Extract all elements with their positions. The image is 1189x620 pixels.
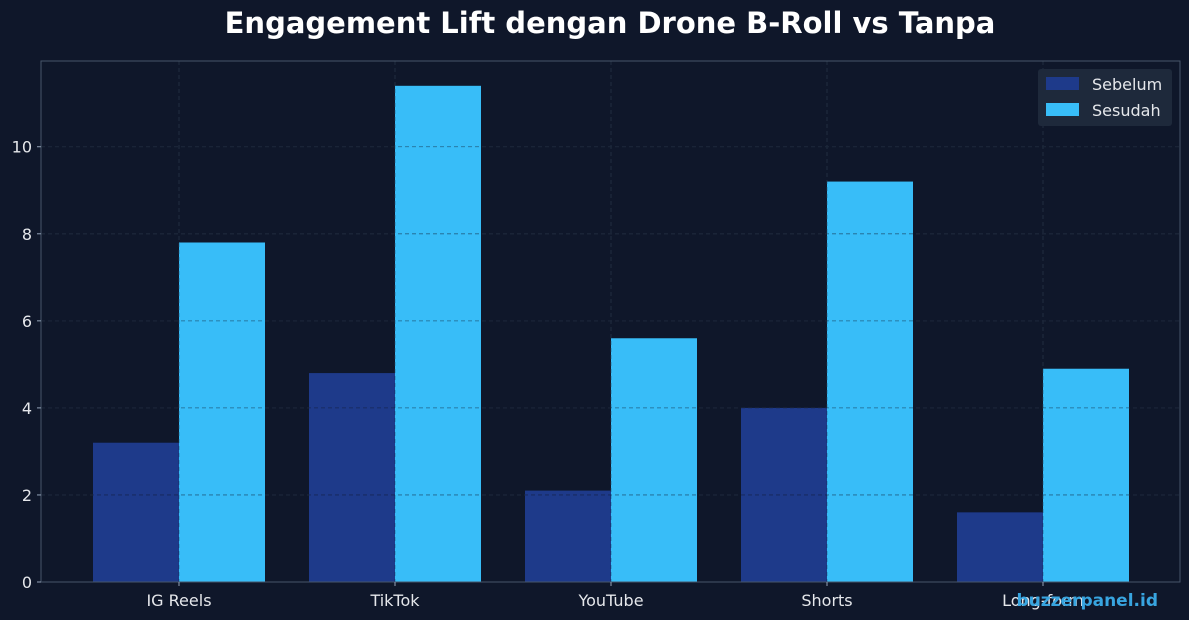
watermark: buzzerpanel.id: [1016, 591, 1158, 611]
bar-sesudah-shorts: [827, 181, 913, 582]
bar-sesudah-ig-reels: [179, 242, 265, 582]
x-axis: IG Reels TikTok YouTube Shorts Long-form: [146, 582, 1084, 610]
y-tick-label: 4: [22, 399, 32, 418]
legend-label-sesudah: Sesudah: [1092, 101, 1161, 120]
y-tick-label: 2: [22, 486, 32, 505]
bar-sebelum-tiktok: [309, 373, 395, 582]
x-tick-label: TikTok: [369, 591, 420, 610]
x-tick-label: IG Reels: [146, 591, 211, 610]
x-tick-label: YouTube: [577, 591, 643, 610]
legend-swatch-sebelum: [1046, 77, 1079, 90]
bar-sesudah-tiktok: [395, 85, 481, 583]
x-tick-label: Shorts: [801, 591, 852, 610]
grid-overlay: [41, 61, 1180, 582]
bar-sebelum-long-form: [957, 512, 1043, 582]
y-tick-label: 8: [22, 225, 32, 244]
bar-sesudah-youtube: [611, 338, 697, 582]
bar-sesudah-long-form: [1043, 368, 1129, 582]
y-tick-label: 0: [22, 573, 32, 592]
y-axis: 0 2 4 6 8 10: [12, 138, 41, 592]
bar-sebelum-ig-reels: [93, 442, 179, 582]
legend: Sebelum Sesudah: [1038, 69, 1172, 126]
bar-sebelum-youtube: [525, 490, 611, 582]
legend-swatch-sesudah: [1046, 103, 1079, 116]
y-tick-label: 10: [12, 138, 32, 157]
y-tick-label: 6: [22, 312, 32, 331]
legend-label-sebelum: Sebelum: [1092, 75, 1162, 94]
chart-title: Engagement Lift dengan Drone B-Roll vs T…: [225, 6, 996, 40]
x-tick-label: Long-form: [1002, 591, 1084, 610]
